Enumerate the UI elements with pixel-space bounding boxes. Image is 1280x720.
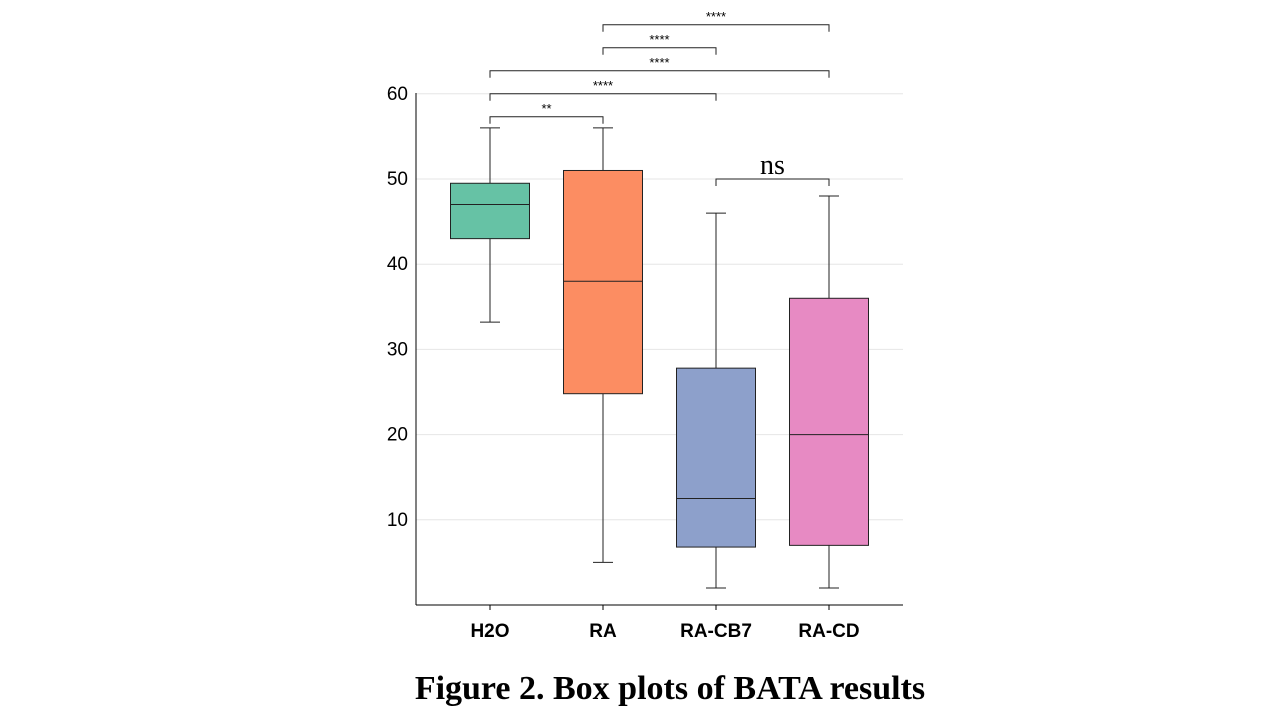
y-tick-label: 30 [387, 339, 408, 360]
significance-label: **** [706, 9, 726, 24]
x-tick-label: RA-CB7 [680, 621, 752, 642]
x-tick-label: H2O [470, 621, 509, 642]
significance-label: ns [760, 150, 785, 181]
box-h2o [450, 182, 530, 240]
box-ra-cb7 [676, 367, 756, 548]
y-tick-labels: 10 20 30 40 50 60 [387, 84, 408, 531]
significance-brackets: ******************ns [489, 9, 830, 186]
x-tick-label: RA-CD [798, 621, 859, 642]
significance-bracket [602, 24, 830, 32]
box-ra [563, 169, 643, 395]
y-tick-label: 10 [387, 510, 408, 531]
significance-label: **** [649, 32, 669, 47]
significance-label: **** [649, 55, 669, 70]
y-tick-label: 50 [387, 169, 408, 190]
significance-bracket [489, 70, 830, 78]
axes [415, 93, 903, 606]
figure-caption: Figure 2. Box plots of BATA results [414, 670, 926, 707]
box-ra-cd [789, 297, 869, 546]
significance-bracket [602, 47, 717, 55]
significance-label: **** [593, 78, 613, 93]
y-tick-label: 20 [387, 425, 408, 446]
x-tick-label: RA [589, 621, 617, 642]
significance-bracket [489, 93, 717, 101]
y-tick-label: 40 [387, 254, 408, 275]
category-labels: H2O RA RA-CB7 RA-CD [470, 605, 860, 642]
boxes [450, 127, 869, 589]
significance-bracket [489, 116, 604, 124]
significance-label: ** [541, 101, 551, 116]
significance-bracket [715, 178, 830, 186]
y-tick-label: 60 [387, 84, 408, 105]
